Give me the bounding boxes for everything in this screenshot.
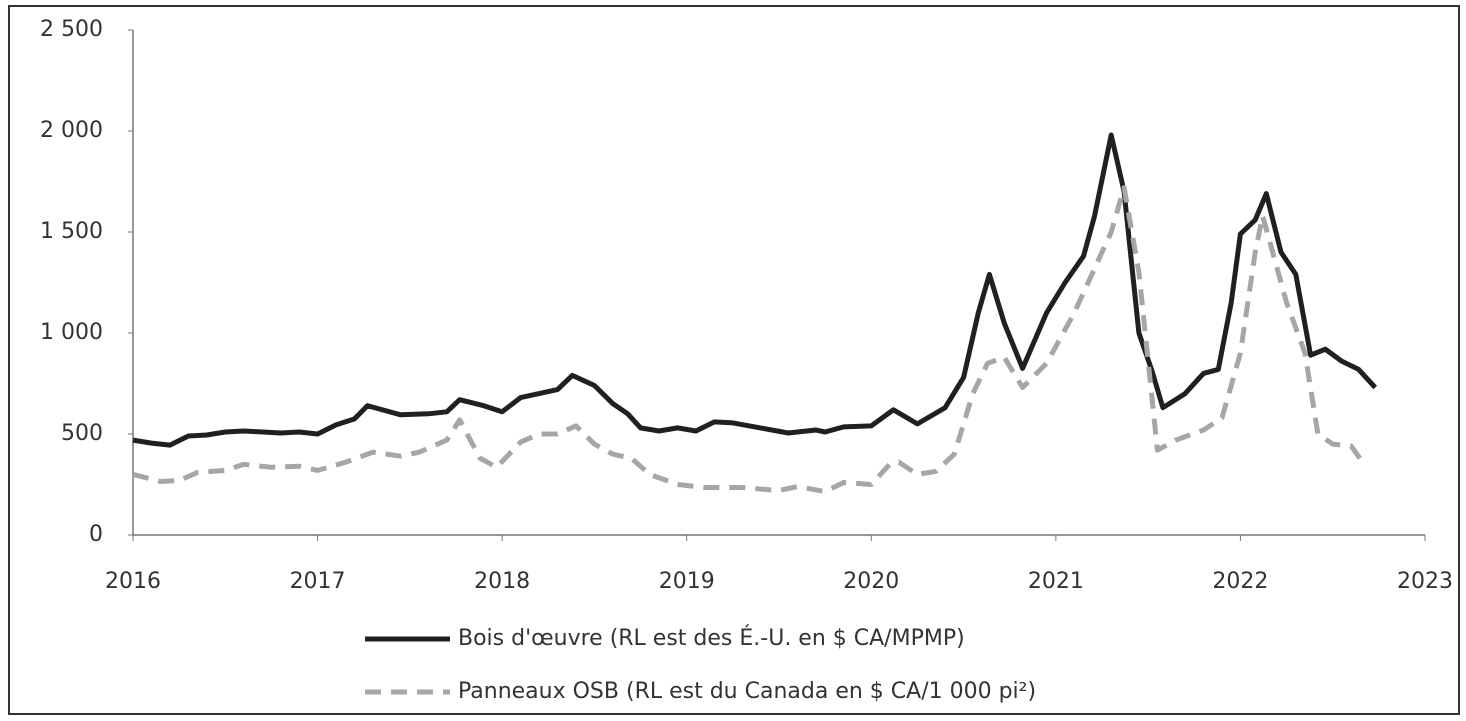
- x-tick-label: 2018: [474, 569, 530, 594]
- x-tick-label: 2022: [1212, 569, 1268, 594]
- series-line: [132, 185, 1367, 495]
- y-tick-label: 1 000: [40, 320, 103, 345]
- x-tick-label: 2021: [1028, 569, 1084, 594]
- x-tick-label: 2019: [659, 569, 715, 594]
- y-tick-label: 500: [61, 421, 103, 446]
- series-line: [132, 132, 1378, 448]
- x-tick-label: 2020: [843, 569, 899, 594]
- frame: [8, 5, 1460, 715]
- y-tick-label: 2 500: [40, 17, 103, 42]
- y-tick-label: 0: [89, 522, 103, 547]
- x-tick-label: 2016: [105, 569, 161, 594]
- legend-label: Panneaux OSB (RL est du Canada en $ CA/1…: [458, 679, 1036, 704]
- x-tick-label: 2023: [1397, 569, 1453, 594]
- x-tick-label: 2017: [290, 569, 346, 594]
- y-tick-label: 1 500: [40, 219, 103, 244]
- y-tick-label: 2 000: [40, 118, 103, 143]
- legend-label: Bois d'œuvre (RL est des É.-U. en $ CA/M…: [458, 625, 965, 651]
